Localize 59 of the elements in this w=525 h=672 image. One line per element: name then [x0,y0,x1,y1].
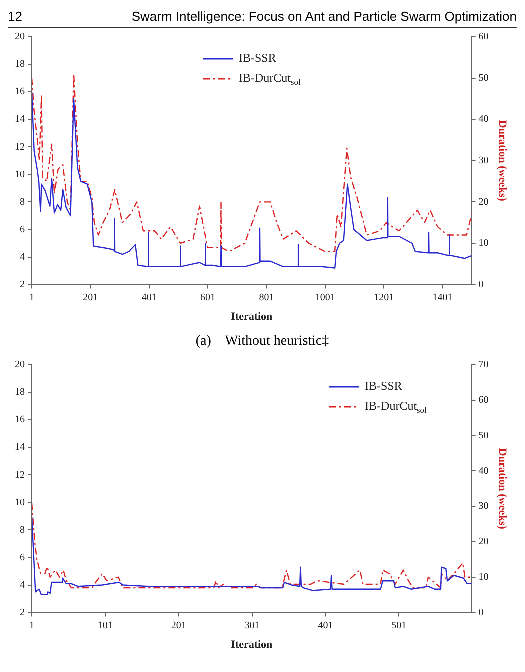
x-tick-label: 201 [171,620,186,632]
x-tick-label: 301 [244,620,260,632]
x-tick-label: 501 [392,620,407,632]
y-tick-label: 6 [20,224,25,236]
x-tick-label: 1 [30,292,34,304]
y-tick-label: 10 [15,169,25,180]
y-tick-label: 8 [20,196,25,208]
text: (a) Without heuristic‡ [194,333,330,351]
y-tick-label: 14 [15,442,25,454]
line-series [32,74,472,252]
y2-tick-label: 20 [478,196,489,208]
x-axis-title: Iteration [231,311,273,324]
y-tick-label: 18 [15,387,25,398]
y2-tick-label: 10 [478,572,489,584]
x-tick-label: 1 [30,620,34,632]
y2-tick-label: 50 [478,430,489,442]
y2-tick-label: 70 [478,360,489,371]
y-tick-label: 4 [20,580,25,591]
y2-tick-label: 40 [478,466,489,477]
y-tick-label: 10 [15,497,25,508]
y-tick-label: 2 [20,607,25,618]
x-tick-label: 401 [318,620,334,632]
text: Swarm Intelligence: Focus on Ant and Particle Swarm Optimization [132,8,517,26]
x-tick-label: 1001 [315,292,336,304]
y2-tick-label: 10 [478,238,489,250]
y-tick-label: 20 [15,32,25,43]
x-tick-label: 201 [83,292,98,304]
y2-tick-label: 60 [478,395,489,406]
legend-label: IB-SSR [365,379,402,394]
x-tick-label: 101 [98,620,113,632]
y2-axis-title: Duration (weeks) [496,448,509,530]
y-tick-label: 16 [15,414,25,426]
y2-tick-label: 0 [478,279,484,290]
y-tick-label: 12 [15,142,25,153]
x-axis-title: Iteration [231,639,273,652]
y2-tick-label: 40 [478,114,489,126]
x-tick-label: 1201 [374,292,394,304]
x-tick-label: 601 [200,292,216,304]
y2-tick-label: 30 [478,156,489,167]
y2-tick-label: 50 [478,72,489,84]
y-tick-label: 6 [20,552,25,564]
y2-axis-title: Duration (weeks) [496,120,509,202]
y-tick-label: 8 [20,524,25,536]
y2-tick-label: 60 [478,32,489,43]
line-series [32,502,472,589]
y2-tick-label: 30 [478,501,489,512]
y-tick-label: 16 [15,86,25,98]
y-tick-label: 12 [15,470,25,481]
y-tick-label: 20 [15,360,25,371]
y2-tick-label: 0 [478,607,484,618]
x-tick-label: 401 [142,292,157,304]
y-tick-label: 4 [20,252,25,263]
x-tick-label: 1401 [432,292,453,304]
y-tick-label: 18 [15,59,25,70]
y2-tick-label: 20 [478,536,489,548]
x-tick-label: 801 [259,292,274,304]
legend-label: IB-SSR [239,51,276,66]
y-tick-label: 2 [20,279,25,290]
y-tick-label: 14 [15,114,25,126]
